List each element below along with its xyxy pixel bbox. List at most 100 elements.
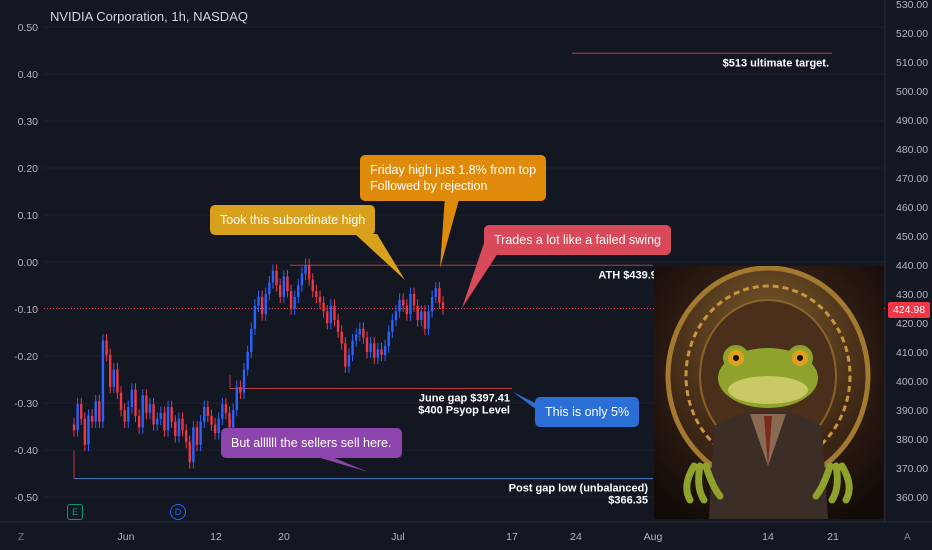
candle-body	[184, 430, 188, 442]
candle-body	[279, 285, 282, 297]
candle-body	[318, 296, 322, 303]
left-axis-tick: 0.40	[18, 69, 39, 81]
right-axis-tick: 530.00	[896, 0, 928, 11]
candle-body	[423, 311, 427, 329]
candle-body	[358, 328, 361, 335]
x-axis-tick: 14	[762, 531, 774, 543]
candle-body	[141, 395, 144, 428]
x-axis-tick: Aug	[644, 531, 663, 543]
x-axis-tick: 24	[570, 531, 582, 543]
candle-body	[195, 427, 199, 445]
candle-body	[116, 369, 119, 393]
candle-body	[152, 404, 155, 425]
callout-only-5-percent[interactable]: This is only 5%	[535, 397, 640, 427]
candle-body	[206, 407, 210, 416]
candle-body	[108, 354, 112, 387]
right-axis-tick: 470.00	[896, 173, 928, 185]
zoom-corner-button[interactable]: Z	[18, 532, 25, 543]
candle-body	[188, 441, 191, 463]
callout-text: Took this subordinate high	[220, 213, 366, 227]
callout-line-1: Friday high just 1.8% from top	[370, 163, 537, 177]
candle-body	[438, 288, 441, 303]
candle-body	[275, 270, 278, 286]
right-axis-tick: 490.00	[896, 115, 928, 127]
candle-body	[94, 401, 97, 422]
candle-body	[391, 320, 394, 332]
left-axis-tick: 0.50	[18, 22, 39, 34]
right-axis-tick: 410.00	[896, 347, 928, 359]
candle-body	[293, 296, 296, 309]
candle-body	[76, 404, 79, 431]
candle-body	[174, 421, 177, 437]
left-axis-tick: -0.10	[14, 304, 38, 316]
callout-line-2: Followed by rejection	[370, 179, 488, 193]
level-label: $513 ultimate target.	[723, 57, 829, 69]
candle-body	[398, 299, 401, 312]
left-axis-tick: 0.10	[18, 210, 39, 222]
candle-body	[329, 305, 333, 323]
candle-body	[145, 395, 148, 413]
candle-body	[412, 294, 416, 306]
candle-body	[210, 415, 213, 425]
level-label: June gap $397.41	[419, 393, 510, 405]
auto-scale-button[interactable]: A	[904, 532, 911, 543]
candle-body	[203, 407, 206, 422]
candle-body	[221, 404, 224, 419]
candle-body	[354, 334, 358, 341]
left-axis-tick: -0.20	[14, 351, 38, 363]
candle-body	[322, 302, 325, 312]
callout-text: Trades a lot like a failed swing	[494, 233, 661, 247]
candle-body	[376, 349, 380, 358]
earnings-event-icon[interactable]: E	[67, 504, 83, 520]
candle-body	[362, 328, 365, 338]
candle-body	[394, 311, 398, 321]
candle-body	[286, 276, 289, 292]
candle-body	[289, 291, 293, 309]
x-axis-tick: 21	[827, 531, 839, 543]
candle-body	[402, 299, 405, 306]
candle-body	[239, 386, 242, 393]
level-label: $366.35	[608, 495, 648, 507]
candle-body	[380, 349, 383, 355]
candle-body	[170, 407, 173, 422]
candle-body	[257, 296, 260, 306]
candle-body	[87, 415, 90, 445]
dividend-event-icon[interactable]: D	[170, 504, 186, 520]
candle-body	[119, 392, 123, 410]
right-axis-tick: 450.00	[896, 231, 928, 243]
callout-subordinate-high[interactable]: Took this subordinate high	[210, 205, 376, 235]
candle-body	[369, 343, 372, 352]
candle-body	[271, 270, 275, 283]
candle-body	[130, 389, 134, 408]
candle-body	[307, 265, 311, 280]
candle-body	[250, 328, 253, 352]
candle-body	[199, 421, 202, 445]
candle-body	[405, 305, 409, 315]
callout-sellers[interactable]: But allllll the sellers sell here.	[221, 428, 402, 458]
candle-body	[300, 273, 304, 286]
candle-body	[344, 343, 347, 367]
pointer-failed	[462, 243, 500, 308]
x-axis: Jun 12 20 Jul 17 24 Aug 14 21	[0, 521, 932, 543]
right-axis-tick: 400.00	[896, 376, 928, 388]
callout-friday-high[interactable]: Friday high just 1.8% from top Followed …	[360, 155, 547, 201]
candle-body	[192, 427, 195, 463]
right-axis: 530.00 520.00 510.00 500.00 490.00 480.00 470.…	[884, 0, 928, 522]
candle-body	[282, 276, 286, 297]
candle-body	[409, 294, 412, 315]
left-axis-tick: 0.00	[18, 257, 39, 269]
candle-body	[235, 386, 238, 410]
level-label: Post gap low (unbalanced)	[509, 483, 649, 495]
candle-body	[253, 305, 257, 329]
candle-body	[213, 424, 217, 434]
level-label: ATH $439.90	[598, 269, 663, 281]
candle-body	[430, 296, 434, 312]
pointer-friday	[440, 196, 460, 268]
candle-body	[166, 407, 170, 431]
candle-body	[441, 302, 445, 309]
x-axis-tick: Jul	[391, 531, 404, 543]
callout-failed-swing[interactable]: Trades a lot like a failed swing	[484, 225, 671, 255]
candle-body	[260, 296, 264, 315]
candle-body	[351, 340, 354, 355]
candle-body	[137, 415, 141, 428]
